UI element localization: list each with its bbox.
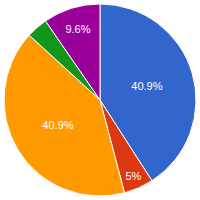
- svg-text:40.9%: 40.9%: [131, 80, 162, 92]
- svg-text:9.6%: 9.6%: [65, 23, 90, 35]
- svg-text:5%: 5%: [125, 170, 141, 182]
- svg-text:40.9%: 40.9%: [42, 119, 73, 131]
